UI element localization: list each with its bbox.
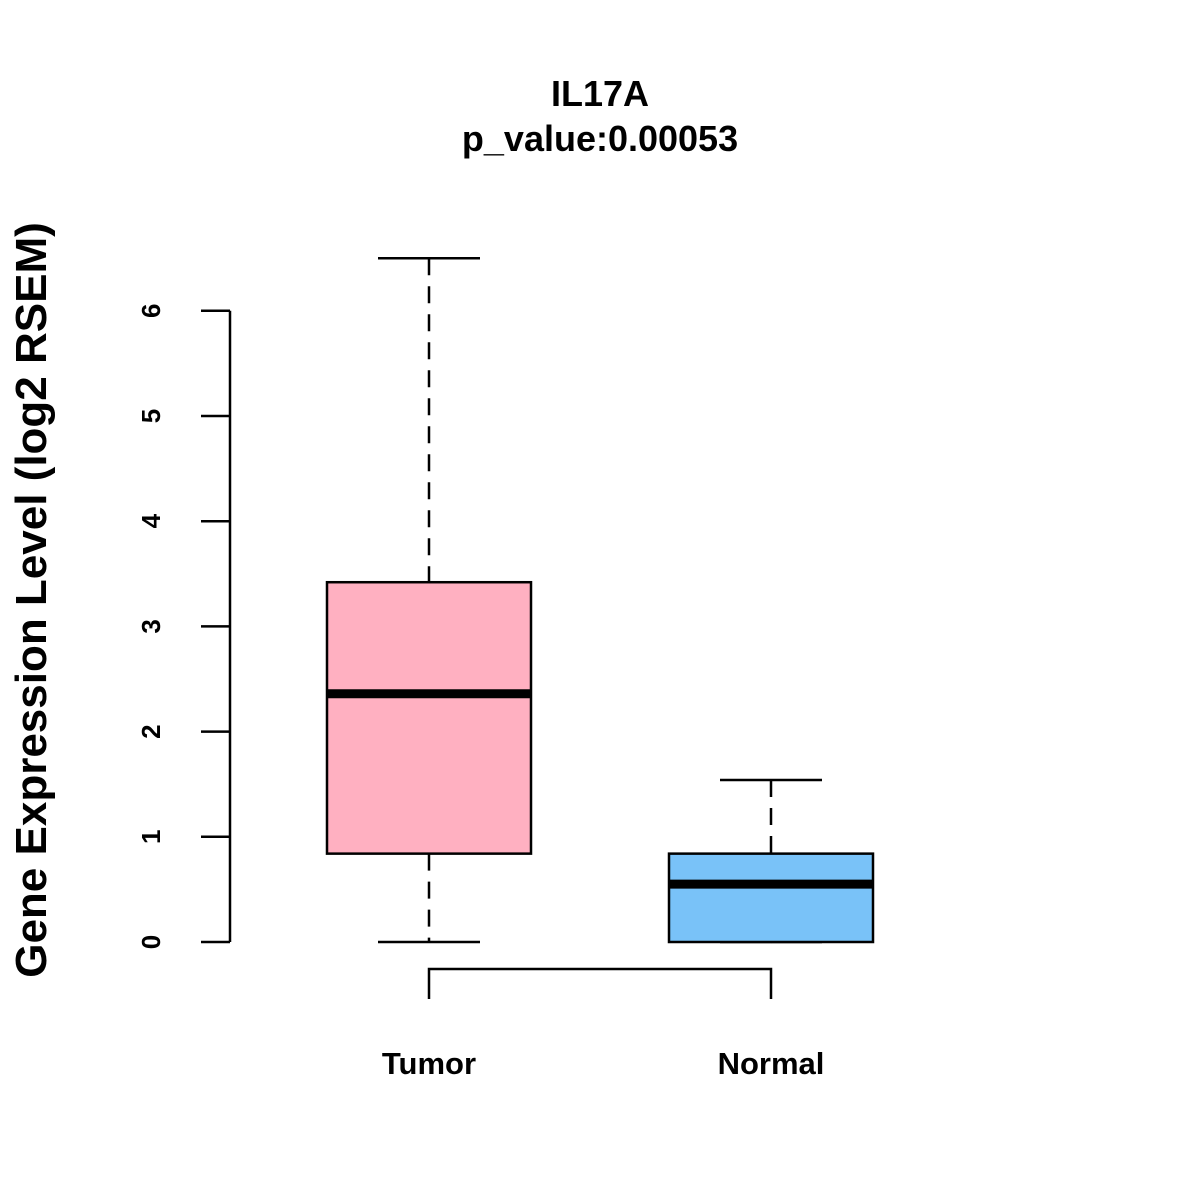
y-axis: 0 1 2 3 4 5 6 [136,304,232,949]
box-normal [667,778,875,944]
y-tick-label-2: 2 [136,724,166,738]
iqr-box-normal [667,852,875,944]
y-tick-label-6: 6 [136,304,166,318]
category-labels: Tumor Normal [382,1046,824,1081]
chart-title: IL17A [551,73,649,114]
y-tick-label-4: 4 [136,513,166,528]
box-tumor [325,256,533,944]
category-label-tumor: Tumor [382,1046,476,1081]
y-tick-label-0: 0 [136,935,166,949]
y-axis-label: Gene Expression Level (log2 RSEM) [7,222,56,978]
boxes-layer [325,256,875,944]
y-tick-label-3: 3 [136,619,166,633]
chart-subtitle: p_value:0.00053 [462,118,738,159]
category-label-normal: Normal [718,1046,825,1081]
iqr-box-tumor [325,580,533,855]
comparison-bracket [427,967,773,999]
y-tick-label-1: 1 [136,830,166,844]
y-tick-label-5: 5 [136,409,166,423]
bracket-line [427,967,773,999]
